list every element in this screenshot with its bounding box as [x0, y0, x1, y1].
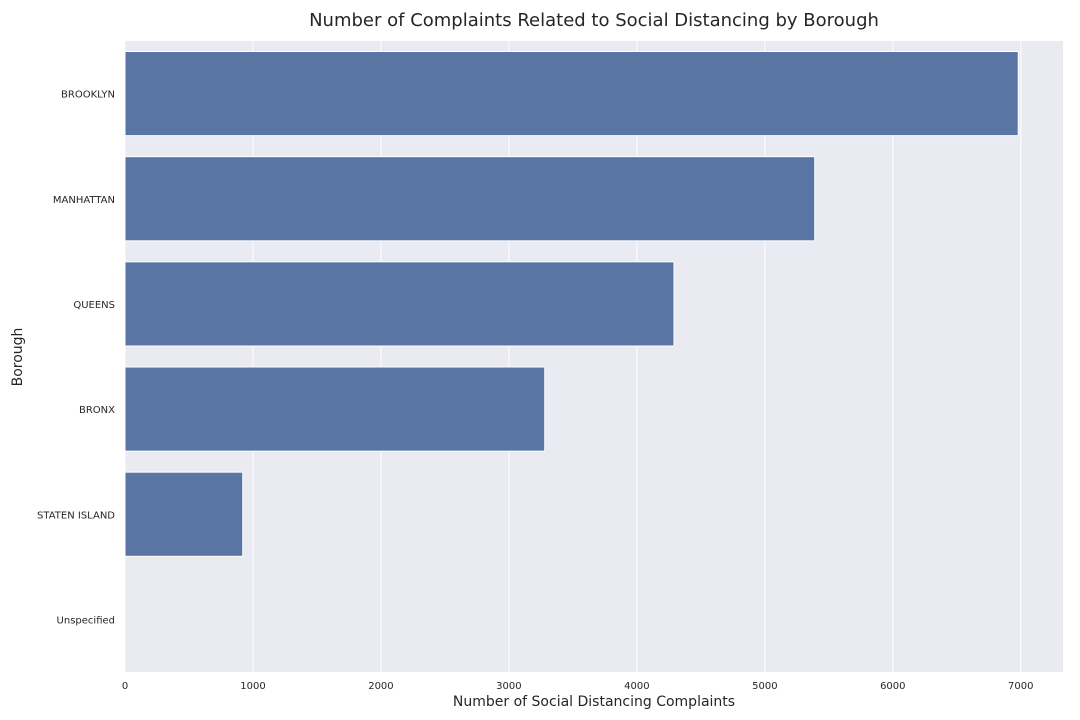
bar-staten-island — [124, 471, 244, 557]
x-tick-label: 0 — [122, 681, 128, 692]
x-tick-labels: 0 1000 2000 3000 4000 5000 6000 7000 — [122, 681, 1034, 692]
plot-area — [125, 41, 1063, 672]
y-tick-label: QUEENS — [73, 300, 115, 311]
bar-manhattan — [124, 156, 816, 242]
x-tick-label: 6000 — [880, 681, 905, 692]
x-axis-label: Number of Social Distancing Complaints — [453, 694, 735, 710]
y-tick-label: Unspecified — [57, 615, 115, 626]
y-tick-label: MANHATTAN — [53, 195, 115, 206]
x-tick-label: 1000 — [240, 681, 265, 692]
bars — [124, 51, 1019, 557]
x-tick-label: 5000 — [752, 681, 777, 692]
x-tick-label: 4000 — [624, 681, 649, 692]
grid-lines — [124, 41, 1022, 672]
y-axis-label: Borough — [10, 328, 26, 387]
x-tick-label: 2000 — [368, 681, 393, 692]
x-tick-label: 3000 — [496, 681, 521, 692]
y-tick-labels: BROOKLYN MANHATTAN QUEENS BRONX STATEN ISLAN… — [37, 90, 115, 627]
bar-brooklyn — [124, 51, 1019, 137]
y-tick-label: BRONX — [79, 405, 115, 416]
x-tick-label: 7000 — [1008, 681, 1033, 692]
bar-bronx — [124, 366, 546, 452]
chart-title: Number of Complaints Related to Social D… — [309, 10, 879, 31]
y-tick-label: BROOKLYN — [61, 90, 115, 101]
bar-queens — [124, 261, 675, 347]
y-tick-label: STATEN ISLAND — [37, 510, 115, 521]
